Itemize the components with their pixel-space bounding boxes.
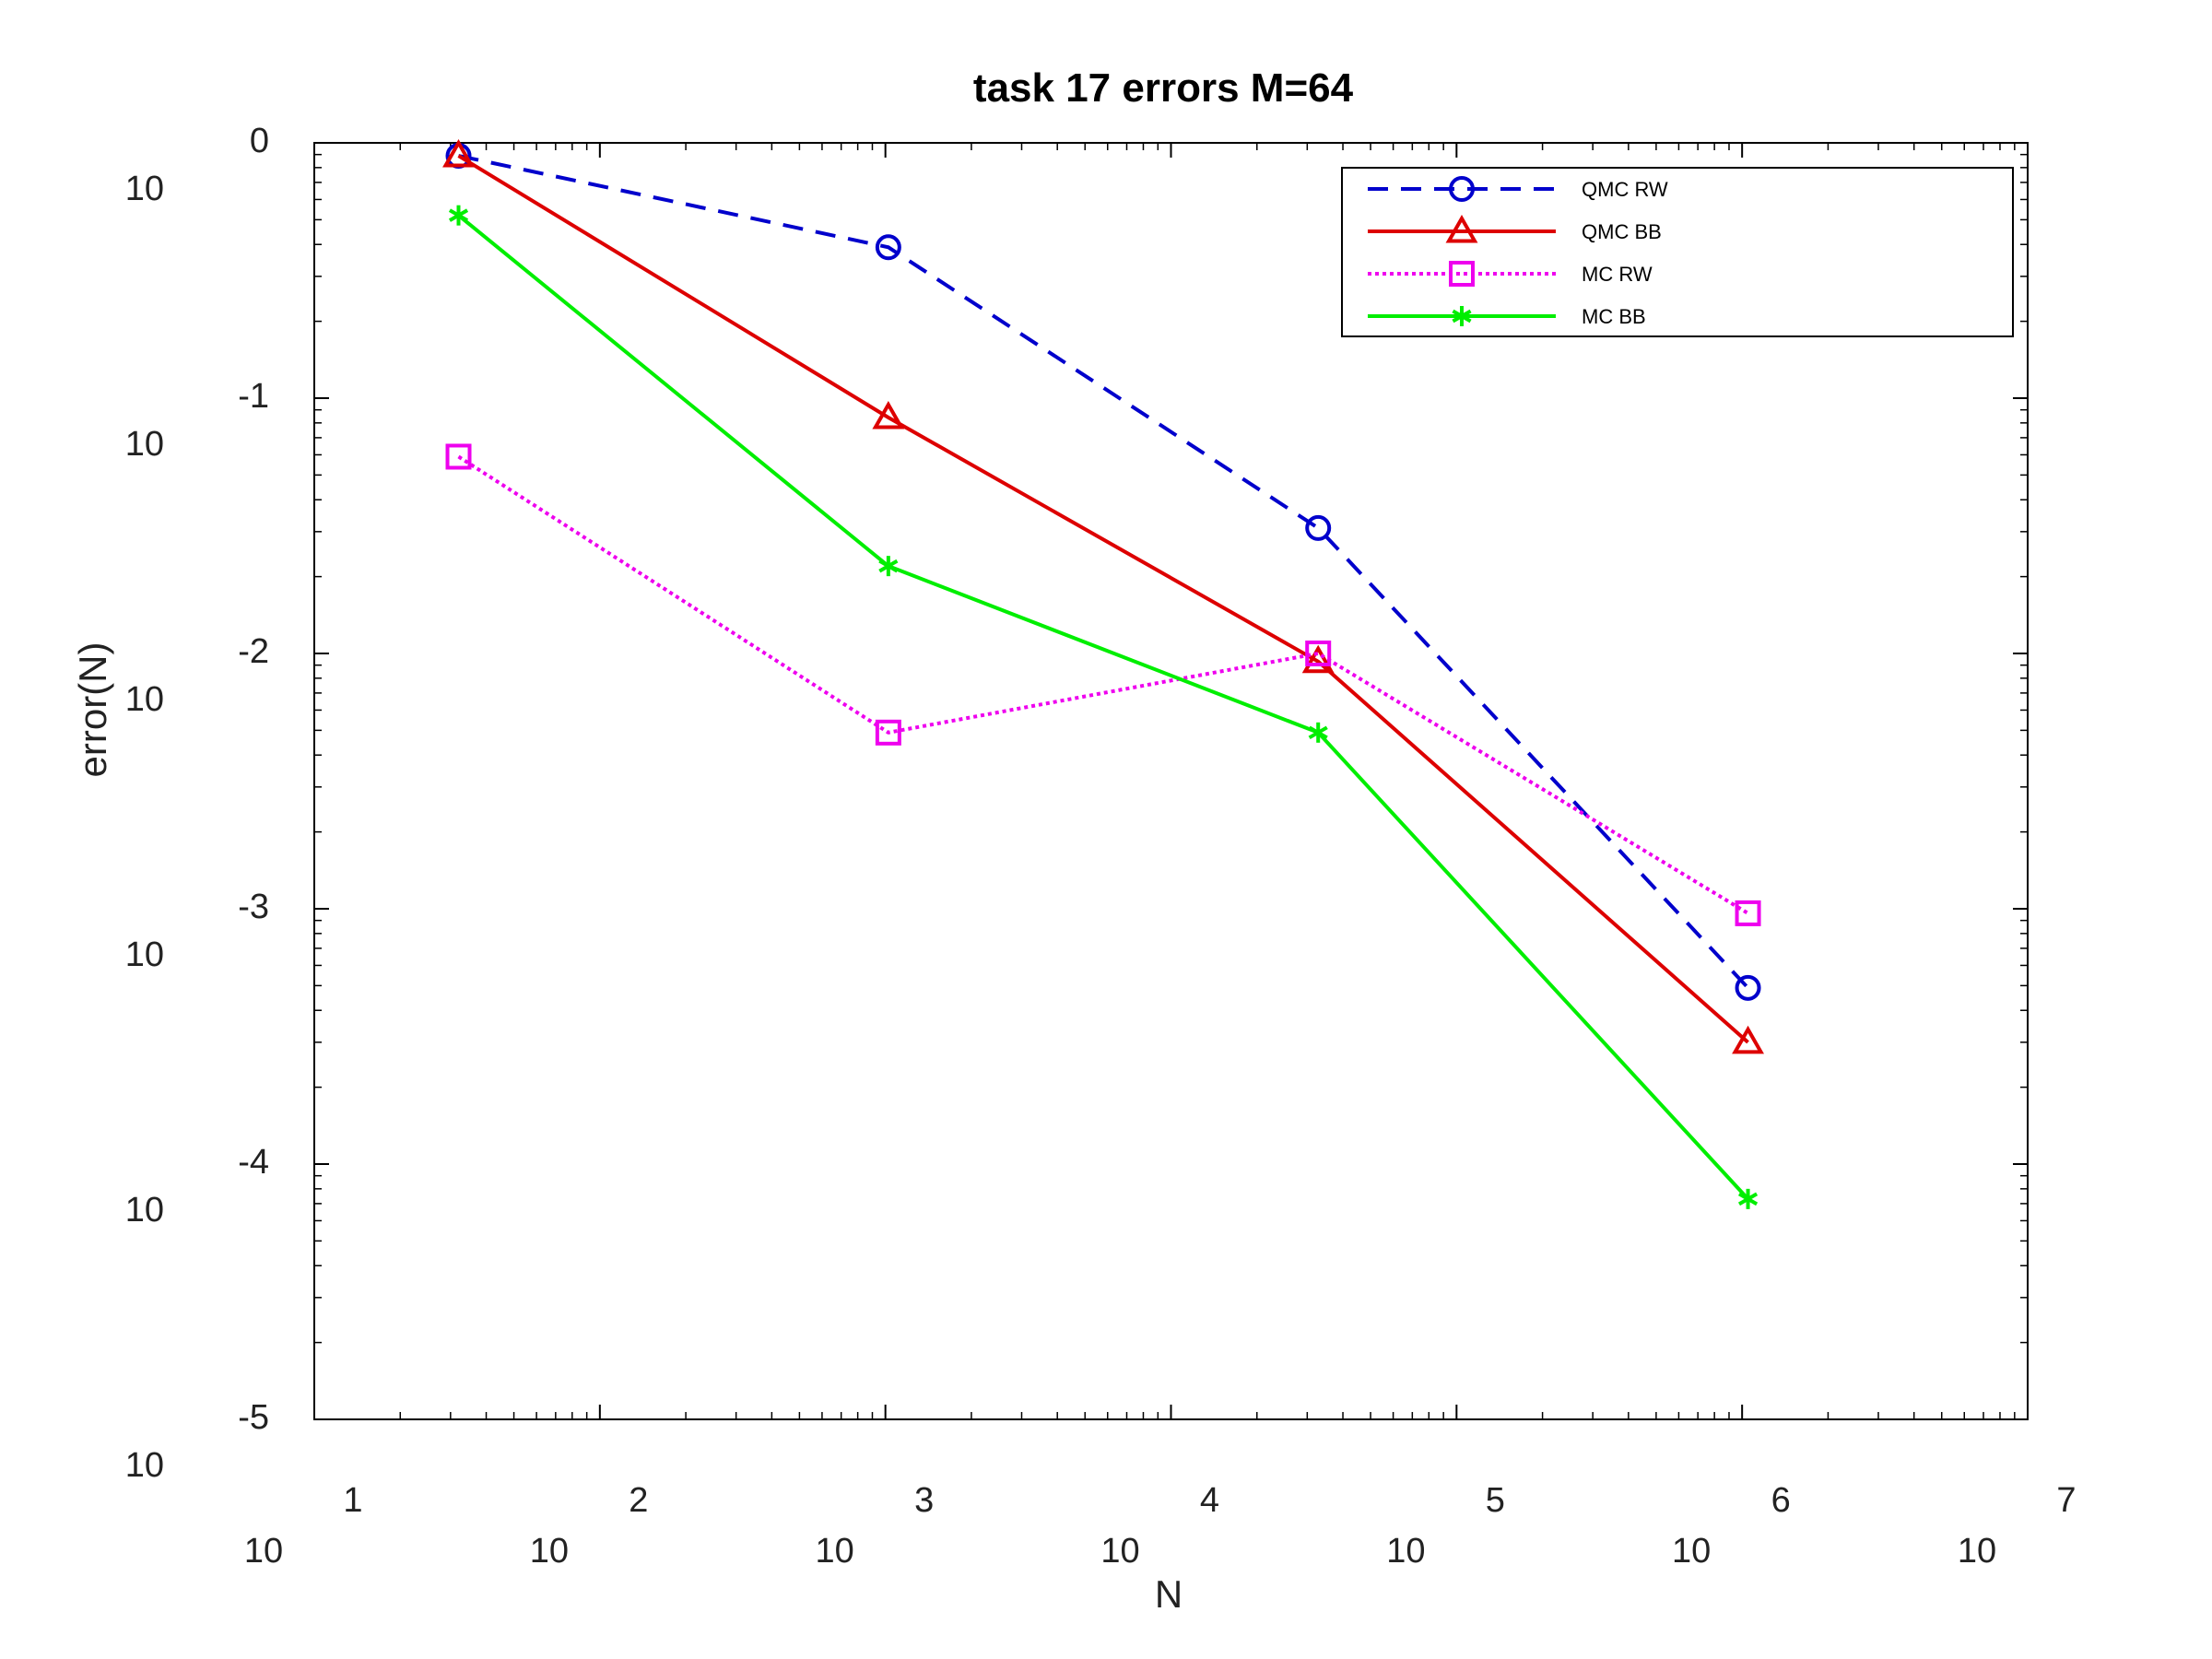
data-point-qmc-rw-shape [875,234,901,261]
legend-marker-mc-bb [1452,306,1472,326]
y-tick-label-base: 10 [125,170,164,208]
x-tick-label-base: 10 [1386,1532,1425,1571]
data-point-qmc-rw [875,234,901,261]
data-point-qmc-bb-shape [1301,644,1335,674]
data-point-mc-rw-shape [445,443,472,470]
legend-label-mc-bb: MC BB [1582,305,1646,328]
data-point-mc-rw-shape [1305,641,1332,666]
data-point-qmc-bb [1732,1025,1764,1054]
data-point-qmc-rw-shape [1735,974,1761,1001]
y-axis-label: error(N) [71,642,114,778]
data-point-qmc-bb [1301,644,1335,674]
data-point-qmc-rw-shape [1305,514,1332,541]
data-point-mc-bb [1308,722,1328,743]
legend-marker-mc-rw-shape [1449,261,1475,287]
data-point-qmc-rw [1735,974,1761,1001]
data-point-mc-rw [875,719,901,746]
data-point-mc-bb-stroke [1737,1192,1759,1206]
x-tick-label-exponent: 3 [914,1481,934,1520]
x-tick-label-base: 10 [816,1532,854,1571]
legend-label-qmc-rw: QMC RW [1582,178,1668,201]
x-tick-label-base: 10 [1100,1532,1139,1571]
data-point-qmc-rw [1305,514,1332,541]
x-tick-label-exponent: 6 [1771,1481,1791,1520]
y-tick-label-base: 10 [125,425,164,464]
x-tick-label-base: 10 [244,1532,283,1571]
x-tick-label-base: 10 [1672,1532,1711,1571]
plot-area: 10 1 10 2 10 3 10 4 10 5 10 6 10 7 10 0 10 -1 10 -2 10 -3 10 -4… [125,122,2077,1571]
series-line-mc-bb [457,214,1750,1201]
data-point-mc-rw [445,443,472,470]
data-point-mc-rw-shape [875,719,901,746]
x-axis-label: N [1155,1572,1182,1616]
y-tick-label-base: 10 [125,1191,164,1230]
x-tick-label-exponent: 1 [343,1481,362,1520]
data-point-mc-rw [1305,641,1332,666]
legend-marker-mc-bb-stroke [1452,309,1472,324]
legend-marker-mc-rw [1449,261,1475,287]
y-tick-label-exponent: -2 [238,632,269,671]
data-point-mc-bb-stroke [448,208,469,222]
legend-marker-qmc-rw-shape [1449,176,1475,202]
x-tick-label-base: 10 [530,1532,569,1571]
series-line-qmc-rw [458,154,1750,990]
data-point-qmc-bb [442,138,475,168]
data-point-mc-rw-shape [1735,900,1761,926]
legend-label-mc-rw: MC RW [1582,263,1653,286]
x-tick-label-exponent: 5 [1486,1481,1505,1520]
data-point-mc-bb [878,556,899,577]
legend-marker-qmc-rw [1449,176,1475,202]
x-tick-label-base: 10 [1958,1532,1996,1571]
chart-title: task 17 errors M=64 [973,65,1354,111]
legend-marker-qmc-bb-shape [1445,214,1478,243]
y-tick-label-exponent: -3 [238,888,269,926]
y-tick-label-exponent: -1 [238,377,269,416]
x-tick-label-exponent: 7 [2056,1481,2076,1520]
data-point-mc-bb [1737,1188,1759,1209]
data-point-mc-bb [448,205,469,226]
data-point-mc-rw [1735,900,1761,926]
data-point-qmc-bb-shape [442,138,475,168]
x-tick-label-exponent: 2 [629,1481,648,1520]
y-tick-label-exponent: -5 [238,1398,269,1437]
series-line-qmc-bb [457,154,1749,1044]
y-tick-label-base: 10 [125,680,164,719]
y-tick-label-base: 10 [125,1446,164,1485]
data-point-mc-bb-stroke [878,559,899,573]
data-point-qmc-bb [872,400,905,429]
legend-label-qmc-bb: QMC BB [1582,220,1662,243]
legend-box [1341,167,2014,337]
x-tick-label-exponent: 4 [1200,1481,1219,1520]
legend: QMC RW QMC BB MC RW MC BB [1341,167,2014,337]
y-tick-label-base: 10 [125,935,164,974]
data-point-mc-bb-stroke [1308,725,1328,740]
y-tick-label-exponent: 0 [250,122,269,160]
data-point-qmc-bb-shape [872,400,905,429]
data-point-qmc-bb-shape [1732,1025,1764,1054]
y-tick-label-exponent: -4 [238,1143,269,1182]
legend-marker-qmc-bb [1445,214,1478,243]
